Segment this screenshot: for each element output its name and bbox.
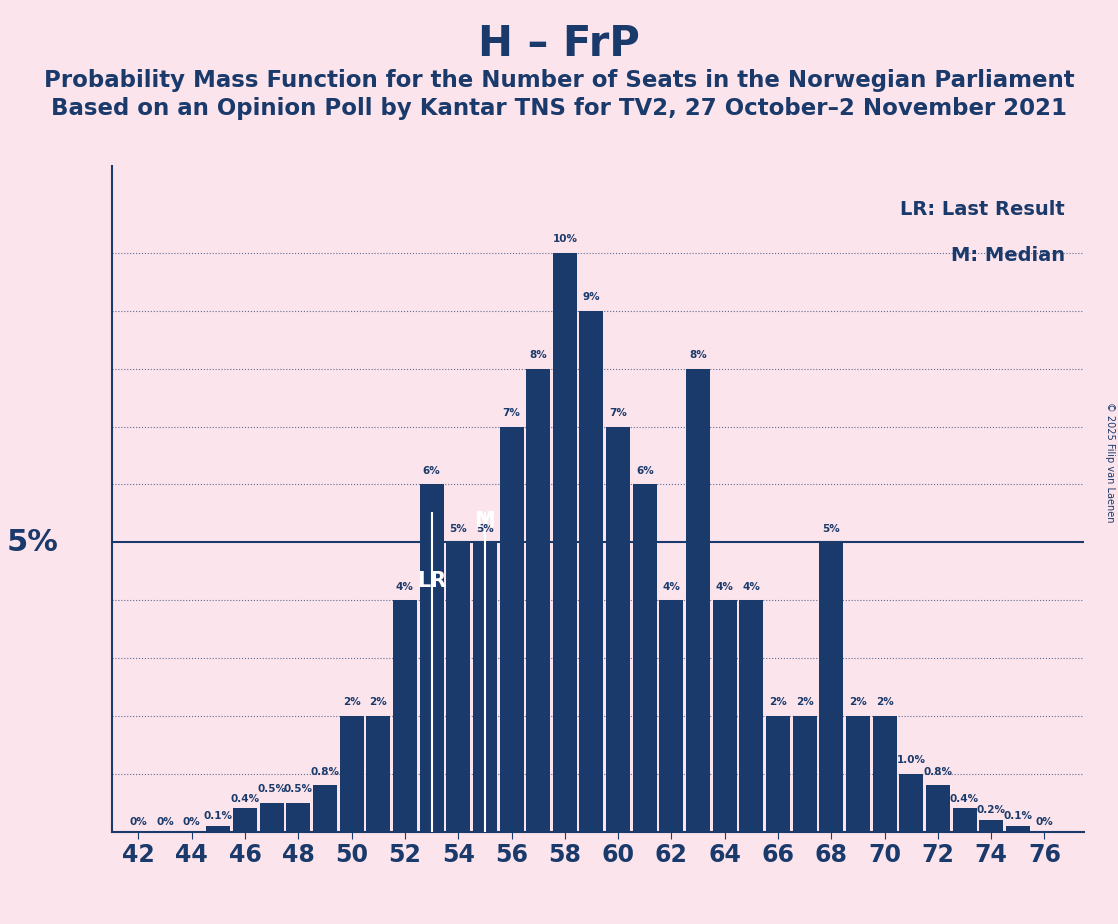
Text: 4%: 4%	[716, 581, 733, 591]
Bar	[979, 820, 1003, 832]
Text: Probability Mass Function for the Number of Seats in the Norwegian Parliament: Probability Mass Function for the Number…	[44, 69, 1074, 92]
Bar	[606, 427, 631, 832]
Text: 1.0%: 1.0%	[897, 755, 926, 765]
Text: 7%: 7%	[503, 408, 521, 418]
Text: 2%: 2%	[875, 698, 893, 707]
Bar	[712, 601, 737, 832]
Text: 5%: 5%	[823, 524, 840, 534]
Text: 4%: 4%	[663, 581, 681, 591]
Bar	[1006, 826, 1030, 832]
Text: 2%: 2%	[796, 698, 814, 707]
Text: 0%: 0%	[157, 817, 174, 827]
Bar	[793, 716, 816, 832]
Text: 0.1%: 0.1%	[1003, 811, 1032, 821]
Text: 0.5%: 0.5%	[284, 784, 313, 794]
Text: 0%: 0%	[1035, 817, 1053, 827]
Bar	[873, 716, 897, 832]
Bar	[207, 826, 230, 832]
Bar	[552, 253, 577, 832]
Text: 5%: 5%	[7, 528, 58, 557]
Text: 2%: 2%	[369, 698, 387, 707]
Bar	[739, 601, 764, 832]
Text: M: Median: M: Median	[951, 246, 1065, 265]
Text: 5%: 5%	[449, 524, 467, 534]
Bar	[953, 808, 976, 832]
Text: M: M	[474, 511, 495, 530]
Bar	[419, 484, 444, 832]
Text: 0%: 0%	[130, 817, 148, 827]
Bar	[899, 773, 923, 832]
Text: 0.8%: 0.8%	[311, 767, 340, 777]
Bar	[233, 808, 257, 832]
Text: 4%: 4%	[742, 581, 760, 591]
Bar	[660, 601, 683, 832]
Bar	[686, 369, 710, 832]
Text: 0.1%: 0.1%	[203, 811, 233, 821]
Text: LR: Last Result: LR: Last Result	[900, 200, 1065, 219]
Text: 6%: 6%	[423, 466, 440, 476]
Text: 5%: 5%	[476, 524, 494, 534]
Text: © 2025 Filip van Laenen: © 2025 Filip van Laenen	[1106, 402, 1115, 522]
Bar	[259, 803, 284, 832]
Text: 9%: 9%	[582, 292, 600, 302]
Text: 0.5%: 0.5%	[257, 784, 286, 794]
Text: H – FrP: H – FrP	[479, 23, 639, 65]
Bar	[286, 803, 311, 832]
Bar	[367, 716, 390, 832]
Bar	[340, 716, 363, 832]
Text: 8%: 8%	[689, 350, 707, 360]
Text: Based on an Opinion Poll by Kantar TNS for TV2, 27 October–2 November 2021: Based on an Opinion Poll by Kantar TNS f…	[51, 97, 1067, 120]
Bar	[527, 369, 550, 832]
Text: 6%: 6%	[636, 466, 654, 476]
Text: 0%: 0%	[183, 817, 200, 827]
Text: 7%: 7%	[609, 408, 627, 418]
Bar	[473, 542, 496, 832]
Text: 0.4%: 0.4%	[230, 794, 259, 804]
Bar	[633, 484, 656, 832]
Bar	[926, 785, 950, 832]
Text: LR: LR	[417, 571, 446, 591]
Bar	[446, 542, 471, 832]
Text: 0.4%: 0.4%	[950, 794, 979, 804]
Bar	[579, 311, 604, 832]
Bar	[766, 716, 790, 832]
Text: 4%: 4%	[396, 581, 414, 591]
Text: 0.2%: 0.2%	[977, 806, 1006, 815]
Text: 0.8%: 0.8%	[923, 767, 953, 777]
Text: 2%: 2%	[343, 698, 360, 707]
Text: 8%: 8%	[529, 350, 547, 360]
Text: 2%: 2%	[849, 698, 866, 707]
Bar	[313, 785, 337, 832]
Bar	[500, 427, 523, 832]
Bar	[392, 601, 417, 832]
Text: 2%: 2%	[769, 698, 787, 707]
Bar	[846, 716, 870, 832]
Text: 10%: 10%	[552, 235, 577, 245]
Bar	[819, 542, 843, 832]
